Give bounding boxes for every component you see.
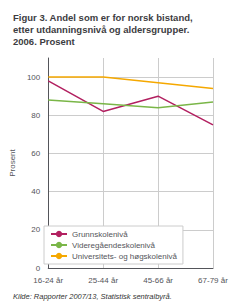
svg-text:Universitets- og høgskolenivå: Universitets- og høgskolenivå (72, 252, 177, 261)
svg-text:45-66 år: 45-66 år (143, 276, 173, 285)
svg-text:Figur 3. Andel som er for nors: Figur 3. Andel som er for norsk bistand, (13, 12, 193, 23)
svg-text:2006. Prosent: 2006. Prosent (13, 36, 76, 47)
svg-text:etter utdanningsnivå og alders: etter utdanningsnivå og aldersgrupper. (13, 24, 189, 35)
svg-text:Kilde: Rapporter 2007/13, Stat: Kilde: Rapporter 2007/13, Statistisk sen… (13, 292, 172, 301)
svg-text:Videregåendeskolenivå: Videregåendeskolenivå (72, 241, 156, 250)
svg-text:67-79 år: 67-79 år (198, 276, 228, 285)
svg-text:0: 0 (36, 264, 41, 273)
svg-text:40: 40 (31, 187, 40, 196)
svg-text:20: 20 (31, 225, 40, 234)
svg-text:60: 60 (31, 149, 40, 158)
svg-text:100: 100 (27, 73, 41, 82)
svg-text:Prosent: Prosent (8, 148, 17, 176)
svg-text:16-24 år: 16-24 år (33, 276, 63, 285)
svg-text:Grunnskolenivå: Grunnskolenivå (72, 230, 128, 239)
svg-text:25-44 år: 25-44 år (88, 276, 118, 285)
svg-text:80: 80 (31, 111, 40, 120)
